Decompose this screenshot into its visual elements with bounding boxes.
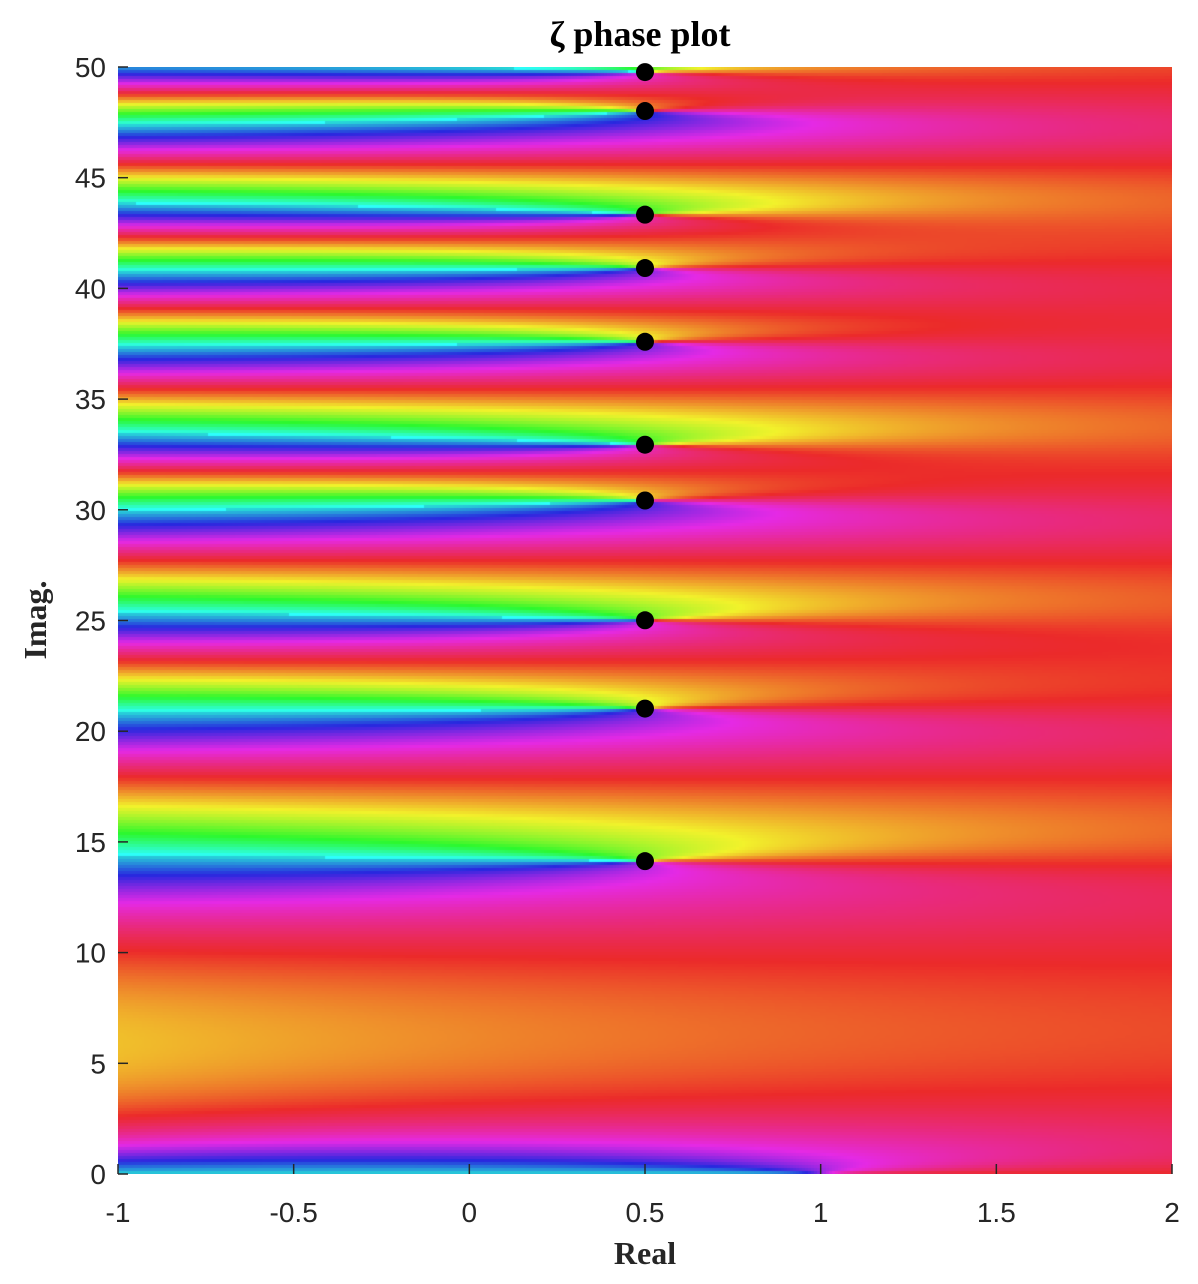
x-axis-ticks: -1 -0.5 0 0.5 1 1.5 2 (106, 1164, 1180, 1228)
x-tick-label: -1 (106, 1197, 131, 1228)
zero-marker-9 (636, 102, 654, 121)
zero-marker-4 (636, 491, 654, 510)
zero-markers (636, 63, 654, 871)
zero-marker-7 (636, 259, 654, 278)
y-axis-title: Imag. (17, 580, 53, 659)
y-tick-label: 35 (75, 384, 106, 415)
x-tick-label: 2 (1164, 1197, 1180, 1228)
zero-marker-2 (636, 699, 654, 718)
zero-marker-6 (636, 332, 654, 351)
zero-marker-8 (636, 205, 654, 224)
x-tick-label: 1 (813, 1197, 829, 1228)
y-tick-label: 45 (75, 163, 106, 194)
x-tick-label: 0 (462, 1197, 478, 1228)
zero-marker-1 (636, 852, 654, 871)
y-tick-label: 5 (90, 1048, 106, 1079)
x-tick-label: 1.5 (977, 1197, 1016, 1228)
x-tick-label: 0.5 (626, 1197, 665, 1228)
chart-title: ζ phase plot (550, 14, 731, 54)
zero-marker-10 (636, 63, 654, 82)
y-tick-label: 20 (75, 716, 106, 747)
zero-marker-5 (636, 435, 654, 454)
y-tick-label: 25 (75, 606, 106, 637)
y-tick-label: 15 (75, 827, 106, 858)
y-tick-label: 50 (75, 52, 106, 83)
y-tick-label: 0 (90, 1159, 106, 1190)
y-tick-label: 30 (75, 495, 106, 526)
zero-marker-3 (636, 611, 654, 630)
y-tick-label: 10 (75, 938, 106, 969)
x-tick-label: -0.5 (270, 1197, 318, 1228)
y-tick-label: 40 (75, 273, 106, 304)
y-axis-ticks: 0 5 10 15 20 25 30 35 40 45 50 (75, 52, 128, 1190)
x-axis-title: Real (614, 1235, 676, 1271)
